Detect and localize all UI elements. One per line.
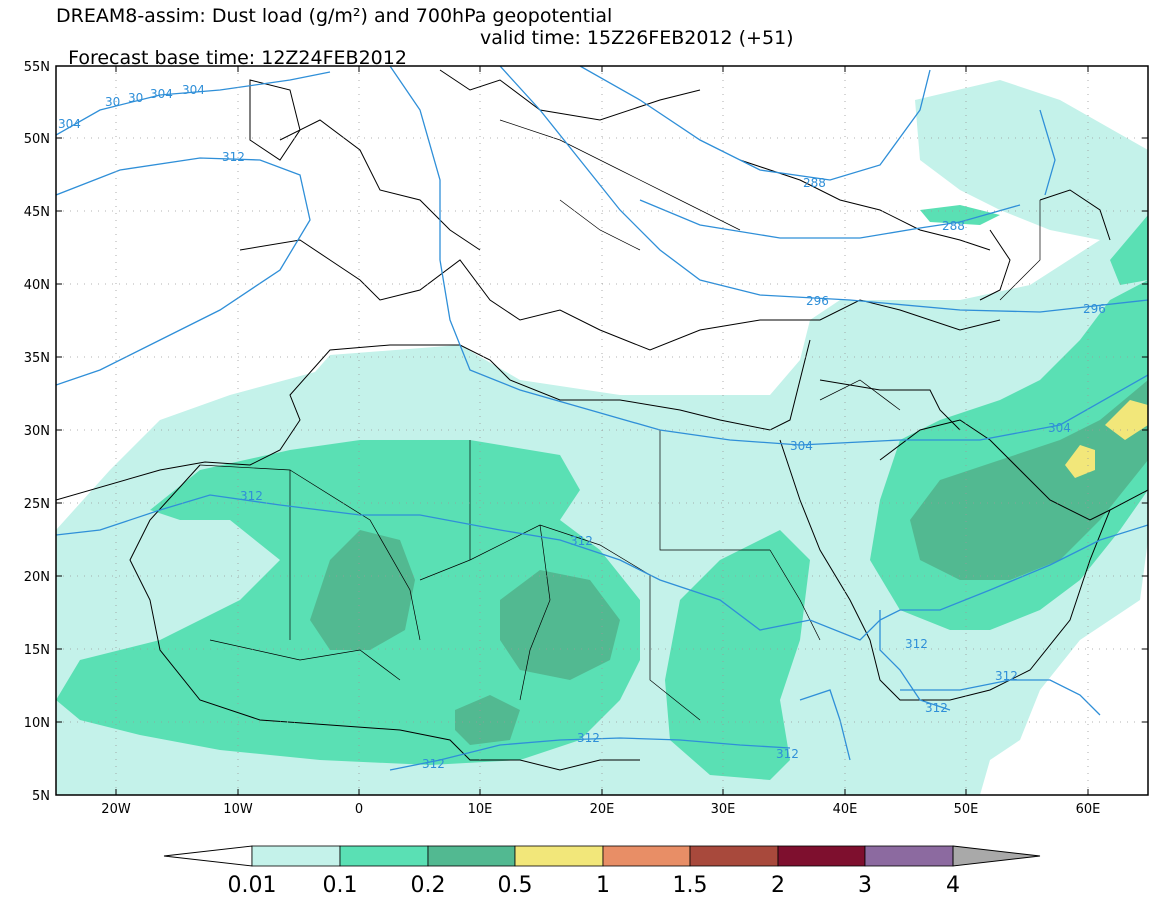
country-borders — [199, 119, 1041, 721]
colorbar-label: 0.2 — [411, 873, 446, 898]
colorbar-label: 3 — [858, 873, 872, 898]
geopotential-contours — [56, 66, 1148, 771]
contour-label: 296 — [806, 294, 829, 308]
contour-label: 312 — [995, 669, 1018, 683]
contour-label: 312 — [776, 747, 799, 761]
colorbar-segment — [427, 845, 516, 867]
contour-label: 312 — [422, 757, 445, 771]
contour-label: 288 — [803, 176, 826, 190]
forecast-base-time: Forecast base time: 12Z24FEB2012 — [68, 47, 407, 69]
colorbar-label: 1.5 — [673, 873, 708, 898]
colorbar-over-arrow — [952, 845, 1041, 867]
lat-label: 35N — [24, 351, 50, 366]
longitude-labels: 20W 10W 0 10E 20E 30E 40E 50E 60E — [101, 802, 1100, 817]
lon-label: 10W — [223, 802, 253, 817]
coastlines — [56, 69, 1148, 771]
colorbar-label: 0.5 — [498, 873, 533, 898]
lon-label: 50E — [954, 802, 979, 817]
contour-label: 304 — [790, 439, 813, 453]
colorbar-label: 0.01 — [228, 873, 277, 898]
colorbar-segment — [864, 845, 954, 867]
colorbar-segment — [777, 845, 866, 867]
lat-label: 30N — [24, 424, 50, 439]
lon-label: 20W — [101, 802, 131, 817]
contour-label: 296 — [1083, 302, 1106, 316]
lon-label: 10E — [468, 802, 493, 817]
contour-label: 304 — [150, 87, 173, 101]
map-plot-area: 304 30 30 304 304 312 288 288 296 296 30… — [56, 66, 1148, 795]
lon-label: 0 — [355, 802, 363, 817]
dust-shading-0.5 — [1065, 400, 1148, 478]
contour-label: 304 — [58, 117, 81, 131]
colorbar: 0.01 0.1 0.2 0.5 1 1.5 2 3 4 — [163, 845, 1041, 898]
lat-lon-grid — [56, 66, 1148, 795]
dust-shading-0.2 — [310, 380, 1148, 745]
contour-label: 312 — [570, 534, 593, 548]
lat-label: 20N — [24, 570, 50, 585]
latitude-labels: 55N 50N 45N 40N 35N 30N 25N 20N 15N 10N … — [24, 60, 50, 804]
contour-label: 288 — [942, 219, 965, 233]
contour-label: 30 — [128, 91, 143, 105]
lon-label: 40E — [833, 802, 858, 817]
axis-ticks — [56, 65, 1148, 796]
lon-label: 20E — [590, 802, 615, 817]
lat-label: 5N — [32, 789, 50, 804]
contour-label: 312 — [925, 701, 948, 715]
contour-label: 312 — [222, 150, 245, 164]
map-subtitle: Forecast base time: 12Z24FEB2012 valid t… — [56, 28, 793, 88]
colorbar-segment — [689, 845, 779, 867]
colorbar-label: 0.1 — [323, 873, 358, 898]
colorbar-label: 1 — [596, 873, 610, 898]
lat-label: 15N — [24, 643, 50, 658]
colorbar-segment — [251, 845, 341, 867]
colorbar-segment — [339, 845, 429, 867]
contour-label: 30 — [105, 95, 120, 109]
contour-labels: 304 30 30 304 304 312 288 288 296 296 30… — [58, 83, 1106, 771]
contour-label: 312 — [240, 489, 263, 503]
map-title: DREAM8-assim: Dust load (g/m²) and 700hP… — [56, 5, 613, 27]
colorbar-under-arrow — [163, 845, 253, 867]
contour-label: 304 — [1048, 421, 1071, 435]
colorbar-segment — [602, 845, 691, 867]
lat-label: 50N — [24, 132, 50, 147]
colorbar-segment — [514, 845, 604, 867]
lon-label: 30E — [711, 802, 736, 817]
lat-label: 40N — [24, 278, 50, 293]
lat-label: 10N — [24, 716, 50, 731]
lat-label: 55N — [24, 60, 50, 75]
contour-label: 304 — [182, 83, 205, 97]
lat-label: 45N — [24, 205, 50, 220]
colorbar-label: 4 — [946, 873, 960, 898]
contour-label: 312 — [577, 731, 600, 745]
lat-label: 25N — [24, 497, 50, 512]
contour-label: 312 — [905, 637, 928, 651]
lon-label: 60E — [1076, 802, 1101, 817]
valid-time: valid time: 15Z26FEB2012 (+51) — [480, 27, 794, 49]
colorbar-label: 2 — [771, 873, 785, 898]
